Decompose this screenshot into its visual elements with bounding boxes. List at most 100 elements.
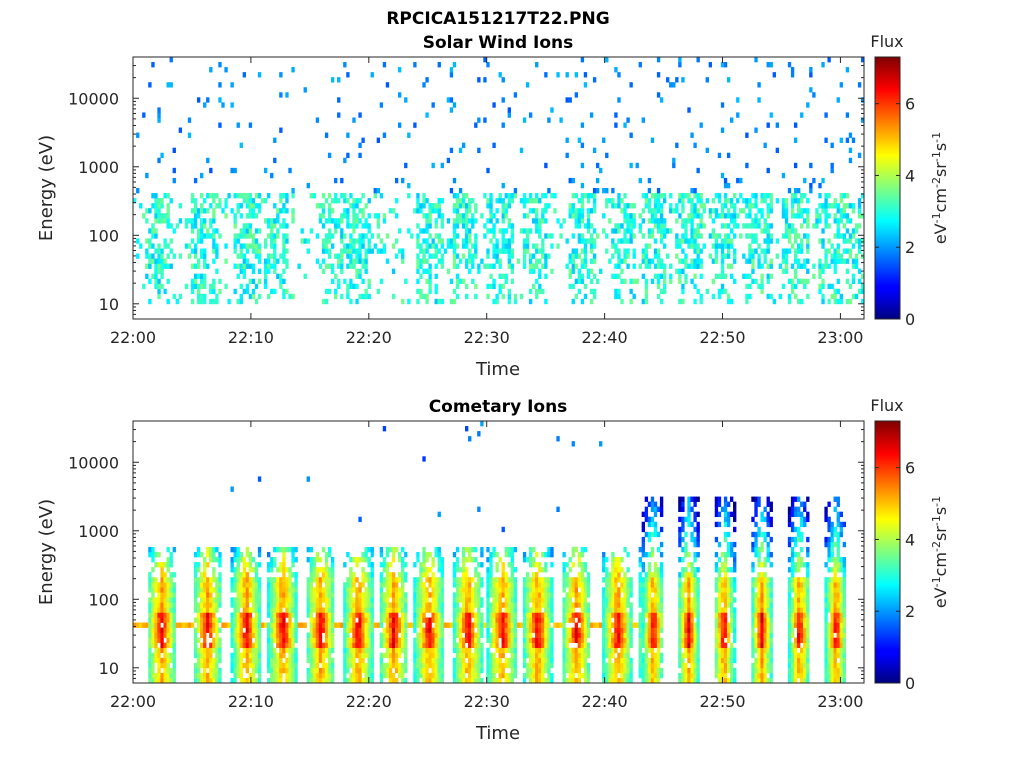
spectrogram-cell — [230, 582, 234, 588]
spectrogram-cell — [361, 193, 365, 199]
spectrogram-cell — [629, 233, 633, 239]
spectrogram-cell — [461, 238, 466, 244]
spectrogram-cell — [532, 557, 536, 563]
spectrogram-cell — [391, 572, 396, 578]
spectrogram-cell — [413, 208, 417, 214]
spectrogram-cell — [532, 582, 536, 588]
spectrogram-cell — [382, 617, 387, 623]
spectrogram-cell — [452, 233, 457, 239]
spectrogram-cell — [507, 107, 511, 113]
spectrogram-cell — [193, 662, 198, 669]
spectrogram-cell — [650, 258, 655, 264]
spectrogram-cell — [200, 617, 204, 623]
spectrogram-cell — [461, 562, 466, 568]
spectrogram-cell — [157, 667, 161, 674]
spectrogram-cell — [397, 557, 402, 563]
spectrogram-cell — [251, 248, 256, 254]
spectrogram-cell — [233, 238, 237, 244]
spectrogram-cell — [525, 637, 530, 643]
spectrogram-cell — [757, 82, 761, 88]
spectrogram-cell — [343, 652, 347, 659]
spectrogram-cell — [352, 283, 356, 290]
spectrogram-cell — [644, 193, 649, 199]
spectrogram-cell — [592, 198, 597, 204]
spectrogram-cell — [577, 557, 582, 563]
spectrogram-cell — [544, 602, 548, 608]
spectrogram-cell — [471, 557, 475, 563]
spectrogram-cell — [160, 218, 164, 224]
spectrogram-cell — [425, 293, 429, 300]
spectrogram-cell — [760, 228, 764, 234]
spectrogram-cell — [157, 637, 161, 643]
spectrogram-cell — [370, 677, 374, 684]
spectrogram-cell — [251, 627, 256, 633]
spectrogram-cell — [239, 632, 243, 638]
spectrogram-cell — [437, 557, 441, 563]
spectrogram-cell — [458, 147, 463, 154]
spectrogram-cell — [318, 632, 323, 638]
spectrogram-cell — [507, 592, 511, 598]
spectrogram-cell — [282, 203, 286, 209]
spectrogram-cell — [498, 577, 502, 583]
spectrogram-cell — [577, 667, 582, 674]
spectrogram-cell — [678, 198, 682, 204]
spectrogram-cell — [507, 582, 511, 588]
spectrogram-cell — [175, 223, 179, 229]
spectrogram-cell — [267, 632, 271, 638]
spectrogram-cell — [330, 637, 335, 643]
spectrogram-cell — [242, 228, 246, 234]
spectrogram-cell — [629, 288, 633, 295]
spectrogram-cell — [245, 662, 250, 669]
spectrogram-cell — [568, 577, 572, 583]
spectrogram-cell — [522, 617, 527, 623]
spectrogram-cell — [233, 567, 237, 573]
spectrogram-cell — [361, 263, 365, 269]
spectrogram-cell — [455, 278, 460, 285]
spectrogram-cell — [681, 288, 685, 295]
spectrogram-cell — [142, 112, 146, 118]
spectrogram-cell — [273, 258, 277, 264]
spectrogram-cell — [388, 652, 393, 659]
spectrogram-cell — [513, 657, 518, 664]
spectrogram-cell — [285, 92, 289, 98]
spectrogram-cell — [285, 597, 289, 603]
spectrogram-cell — [437, 552, 441, 558]
spectrogram-cell — [495, 562, 499, 568]
spectrogram-cell — [800, 223, 804, 229]
spectrogram-cell — [413, 577, 417, 583]
spectrogram-cell — [276, 258, 280, 264]
spectrogram-cell — [452, 617, 457, 623]
spectrogram-cell — [489, 642, 493, 649]
spectrogram-cell — [535, 642, 539, 649]
spectrogram-cell — [200, 587, 204, 593]
spectrogram-cell — [133, 198, 137, 204]
spectrogram-cell — [839, 218, 843, 224]
spectrogram-cell — [233, 546, 237, 553]
spectrogram-cell — [586, 622, 591, 628]
spectrogram-cell — [726, 243, 731, 249]
spectrogram-cell — [547, 652, 551, 659]
spectrogram-cell — [525, 597, 530, 603]
spectrogram-cell — [498, 627, 502, 633]
spectrogram-cell — [203, 293, 207, 300]
spectrogram-cell — [352, 213, 356, 219]
spectrogram-cell — [154, 597, 158, 603]
spectrogram-cell — [452, 642, 457, 649]
spectrogram-cell — [151, 607, 155, 613]
spectrogram-cell — [800, 238, 804, 244]
spectrogram-cell — [203, 602, 207, 608]
spectrogram-cell — [699, 298, 703, 305]
spectrogram-cell — [644, 258, 649, 264]
spectrogram-cell — [279, 193, 283, 199]
spectrogram-cell — [781, 283, 786, 290]
spectrogram-cell — [327, 647, 332, 654]
spectrogram-cell — [860, 193, 865, 199]
spectrogram-cell — [565, 97, 569, 103]
spectrogram-cell — [151, 552, 155, 558]
spectrogram-cell — [263, 238, 268, 244]
spectrogram-cell — [358, 627, 362, 633]
spectrogram-cell — [513, 662, 518, 669]
spectrogram-cell — [391, 587, 396, 593]
spectrogram-cell — [763, 193, 767, 199]
spectrogram-cell — [577, 278, 582, 285]
